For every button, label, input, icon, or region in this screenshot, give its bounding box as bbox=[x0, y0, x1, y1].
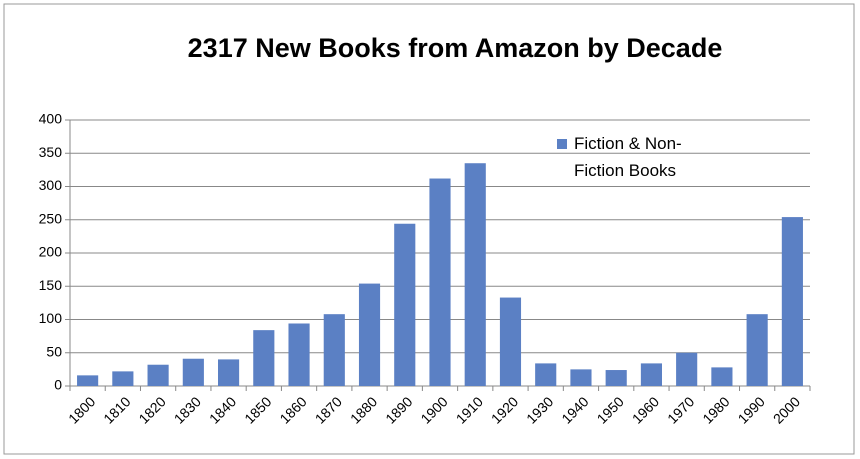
y-tick-label: 300 bbox=[39, 177, 63, 193]
x-tick-label: 1940 bbox=[558, 393, 591, 426]
bar bbox=[781, 217, 803, 386]
bar bbox=[535, 363, 557, 386]
x-tick-label: 1850 bbox=[241, 393, 274, 426]
bar bbox=[323, 314, 345, 386]
x-tick-label: 1990 bbox=[735, 393, 768, 426]
legend-label: Fiction & Non-Fiction Books bbox=[574, 134, 682, 180]
x-tick-label: 1880 bbox=[347, 393, 380, 426]
y-tick-label: 150 bbox=[39, 277, 63, 293]
x-tick-label: 1870 bbox=[312, 393, 345, 426]
y-tick-label: 400 bbox=[39, 111, 63, 127]
x-tick-label: 1900 bbox=[417, 393, 450, 426]
bar bbox=[429, 178, 451, 386]
x-tick-label: 1830 bbox=[171, 393, 204, 426]
x-tick-label: 1920 bbox=[488, 393, 521, 426]
bar bbox=[288, 323, 310, 386]
x-tick-label: 1960 bbox=[629, 393, 662, 426]
bar bbox=[570, 369, 592, 386]
y-tick-label: 100 bbox=[39, 310, 63, 326]
x-tick-label: 1970 bbox=[664, 393, 697, 426]
x-tick-label: 1840 bbox=[206, 393, 239, 426]
bar bbox=[676, 352, 698, 386]
x-tick-label: 1800 bbox=[65, 393, 98, 426]
bar bbox=[358, 283, 381, 386]
chart-border bbox=[3, 3, 855, 455]
y-tick-label: 50 bbox=[46, 343, 62, 359]
x-tick-label: 1910 bbox=[453, 393, 486, 426]
x-tick-label: 1820 bbox=[135, 393, 168, 426]
bar bbox=[464, 163, 486, 386]
x-tick-label: 1810 bbox=[100, 393, 133, 426]
bar bbox=[182, 358, 204, 386]
bar bbox=[394, 223, 416, 386]
bar bbox=[147, 364, 169, 386]
chart-title: 2317 New Books from Amazon by Decade bbox=[188, 33, 723, 63]
y-tick-label: 350 bbox=[39, 144, 63, 160]
legend: Fiction & Non-Fiction Books bbox=[557, 130, 714, 184]
bar bbox=[77, 375, 99, 386]
x-tick-label: 1860 bbox=[276, 393, 309, 426]
bar bbox=[711, 367, 733, 386]
y-tick-label: 250 bbox=[39, 210, 63, 226]
bar bbox=[640, 363, 662, 386]
x-tick-label: 2000 bbox=[770, 393, 803, 426]
bar bbox=[112, 371, 134, 386]
bar bbox=[253, 330, 275, 386]
y-tick-label: 0 bbox=[54, 377, 62, 393]
bar bbox=[605, 370, 627, 386]
y-tick-label: 200 bbox=[39, 244, 63, 260]
x-tick-label: 1930 bbox=[523, 393, 556, 426]
x-tick-label: 1980 bbox=[699, 393, 732, 426]
bar bbox=[746, 314, 768, 386]
bar bbox=[499, 297, 522, 386]
x-tick-label: 1950 bbox=[594, 393, 627, 426]
x-tick-label: 1890 bbox=[382, 393, 415, 426]
bar bbox=[218, 359, 240, 386]
legend-swatch bbox=[557, 139, 567, 149]
